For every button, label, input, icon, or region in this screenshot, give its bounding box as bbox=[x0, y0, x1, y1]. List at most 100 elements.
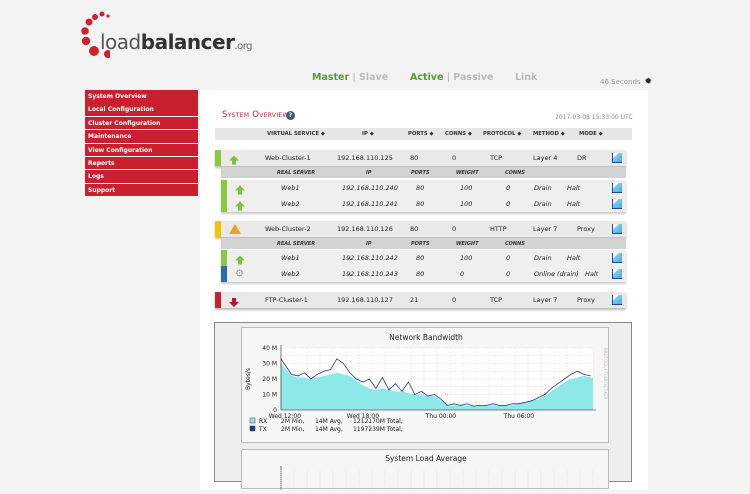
sidebar-item-local-configuration[interactable]: Local Configuration bbox=[85, 103, 198, 116]
status-icon-wrap bbox=[235, 185, 245, 195]
real-server-column-header: WEIGHT bbox=[456, 169, 479, 176]
drain-link[interactable]: Drain bbox=[534, 254, 552, 262]
column-header[interactable]: PORTS ◆ bbox=[408, 131, 434, 137]
virtual-service-ports: 80 bbox=[410, 225, 419, 233]
tx-point bbox=[310, 378, 312, 380]
passive-label[interactable]: Passive bbox=[453, 72, 494, 83]
column-header[interactable]: VIRTUAL SERVICE ◆ bbox=[267, 131, 325, 137]
virtual-service-row: FTP-Cluster-1 192.168.110.127 21 0 TCP Layer … bbox=[215, 292, 626, 308]
x-tick-label: Thu 06:00 bbox=[503, 413, 535, 420]
real-server-name[interactable]: Web1 bbox=[281, 254, 300, 262]
master-slave-status: Master | Slave bbox=[312, 72, 389, 83]
sidebar-item-view-configuration[interactable]: View Configuration bbox=[85, 143, 198, 157]
sidebar-item-cluster-configuration[interactable]: Cluster Configuration bbox=[85, 116, 198, 130]
master-label[interactable]: Master bbox=[312, 72, 350, 83]
graph-icon[interactable] bbox=[612, 253, 622, 263]
virtual-service-name[interactable]: FTP-Cluster-1 bbox=[265, 296, 308, 304]
column-header[interactable]: PROTOCOL ◆ bbox=[483, 131, 522, 137]
graph-icon[interactable] bbox=[612, 224, 622, 234]
y-tick-label: 40 M bbox=[262, 345, 277, 352]
virtual-service-mode: Proxy bbox=[577, 296, 595, 304]
real-server-row: Web2 192.168.110.241 80 100 0 Drain Halt bbox=[221, 196, 626, 212]
tx-point bbox=[486, 404, 487, 406]
system-load-chart: System Load Average bbox=[280, 454, 594, 490]
virtual-service-ip: 192.168.110.125 bbox=[337, 154, 393, 162]
sidebar-menu: System Overview Local Configuration Cluste… bbox=[85, 90, 198, 197]
legend-swatch bbox=[249, 425, 256, 432]
y-axis-label: Bytes/s bbox=[245, 368, 252, 390]
halt-link[interactable]: Halt bbox=[567, 184, 581, 192]
sidebar-item-maintenance[interactable]: Maintenance bbox=[85, 130, 198, 143]
link-status[interactable]: Link bbox=[515, 72, 538, 83]
real-server-name[interactable]: Web2 bbox=[281, 200, 300, 208]
real-server-ip: 192.168.110.240 bbox=[342, 184, 398, 192]
x-tick-label: Wed 12:00 bbox=[269, 413, 301, 420]
refresh-gear-icon[interactable]: ✹ bbox=[644, 77, 653, 87]
y-tick-label: 20 M bbox=[262, 376, 277, 383]
tx-point bbox=[323, 370, 325, 372]
real-server-column-header: REAL SERVER bbox=[277, 240, 316, 247]
virtual-service-ports: 21 bbox=[410, 296, 419, 304]
graph-icon[interactable] bbox=[612, 295, 622, 305]
drain-link[interactable]: Drain bbox=[534, 200, 552, 208]
tx-point bbox=[544, 394, 546, 395]
slave-label[interactable]: Slave bbox=[359, 72, 389, 83]
tx-point bbox=[492, 403, 494, 405]
graphs-container: Network Bandwidth 0 10 M 20 M 30 M 40 M Wed 12… bbox=[214, 322, 632, 490]
tx-point bbox=[330, 369, 331, 371]
virtual-service-name[interactable]: Web-Cluster-2 bbox=[265, 225, 311, 233]
status-icon-wrap bbox=[229, 155, 239, 165]
tx-point bbox=[557, 383, 559, 385]
halt-link[interactable]: Halt bbox=[585, 270, 599, 278]
tx-point bbox=[388, 389, 390, 391]
virtual-service-protocol: TCP bbox=[490, 296, 503, 304]
legend-avg: 14M Avg, bbox=[315, 426, 343, 433]
real-server-ports: 80 bbox=[416, 184, 425, 192]
refresh-label: 46 Seconds bbox=[600, 78, 641, 86]
tx-point bbox=[343, 363, 344, 364]
drain-link[interactable]: Drain bbox=[534, 184, 552, 192]
loadbalancer-logo[interactable]: loadbalancer.org bbox=[80, 8, 260, 63]
status-up-arrow-icon bbox=[235, 255, 245, 265]
active-label[interactable]: Active bbox=[410, 72, 444, 83]
halt-link[interactable]: Halt bbox=[567, 200, 581, 208]
real-server-column-header: REAL SERVER bbox=[277, 169, 316, 176]
sidebar-item-system-overview[interactable]: System Overview bbox=[85, 90, 198, 103]
sidebar-item-reports[interactable]: Reports bbox=[85, 156, 198, 170]
real-server-ports: 80 bbox=[416, 200, 425, 208]
column-header[interactable]: IP ◆ bbox=[362, 131, 374, 137]
drain-link[interactable]: Online (drain) bbox=[534, 270, 579, 278]
graph-icon[interactable] bbox=[612, 183, 622, 193]
tx-point bbox=[505, 404, 507, 406]
virtual-service-method: Layer 7 bbox=[533, 296, 558, 304]
virtual-service-name[interactable]: Web-Cluster-1 bbox=[265, 154, 311, 162]
real-server-column-header: IP bbox=[366, 169, 372, 176]
column-header[interactable]: METHOD ◆ bbox=[533, 131, 565, 137]
refresh-timer[interactable]: 46 Seconds ✹ bbox=[600, 77, 652, 87]
status-down-arrow-icon bbox=[229, 298, 239, 307]
sidebar-item-support[interactable]: Support bbox=[85, 183, 198, 197]
real-server-ip: 192.168.110.242 bbox=[342, 254, 398, 262]
tx-point bbox=[564, 378, 565, 380]
tx-point bbox=[590, 375, 591, 377]
virtual-service-method: Layer 4 bbox=[533, 154, 558, 162]
tx-point bbox=[570, 373, 572, 375]
drain-gear-icon: ⚙ bbox=[235, 268, 244, 280]
graph-icon[interactable] bbox=[612, 153, 622, 163]
timestamp: 2017-03-08 15:33:00 UTC bbox=[555, 114, 633, 121]
status-bar bbox=[221, 196, 227, 212]
sidebar-item-logs[interactable]: Logs bbox=[85, 170, 198, 183]
real-server-name[interactable]: Web2 bbox=[281, 270, 300, 278]
graph-icon[interactable] bbox=[612, 269, 622, 279]
graph-icon[interactable] bbox=[612, 199, 622, 209]
column-header[interactable]: MODE ◆ bbox=[579, 131, 603, 137]
tx-point bbox=[525, 401, 526, 403]
legend-avg: 14M Avg, bbox=[315, 418, 343, 425]
help-icon[interactable]: ? bbox=[286, 111, 295, 120]
halt-link[interactable]: Halt bbox=[567, 254, 581, 262]
legend-total: 1197239M Total, bbox=[353, 426, 403, 433]
real-server-name[interactable]: Web1 bbox=[281, 184, 300, 192]
virtual-service-method: Layer 7 bbox=[533, 225, 558, 233]
column-header[interactable]: CONNS ◆ bbox=[445, 131, 472, 137]
chart-title: System Load Average bbox=[385, 454, 467, 463]
